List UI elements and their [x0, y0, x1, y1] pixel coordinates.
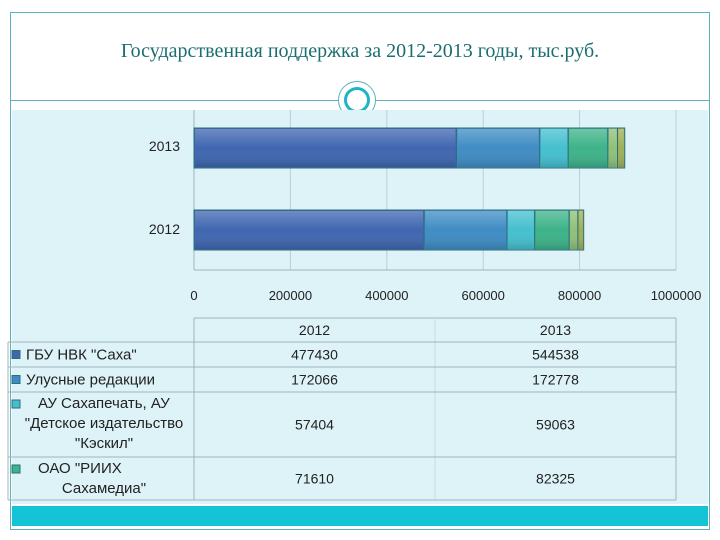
legend-swatch	[11, 399, 21, 409]
table-cell-value: 172066	[291, 372, 338, 388]
bottom-accent-bar	[12, 506, 708, 526]
table-header: 2013	[540, 322, 571, 338]
bar-shade	[535, 211, 569, 249]
bar-shade	[570, 211, 577, 249]
legend-swatch	[11, 464, 21, 474]
x-tick-label: 200000	[269, 288, 312, 303]
bar-shade	[608, 129, 617, 167]
bar-shade	[457, 129, 539, 167]
legend-label-line: АУ Сахапечать, АУ	[38, 395, 170, 412]
bar-shade	[618, 129, 624, 167]
table-header: 2012	[299, 322, 330, 338]
bar-shade	[578, 211, 583, 249]
legend-label-line: "Детское издательство	[25, 415, 183, 432]
table-cell-value: 172778	[532, 372, 579, 388]
bar-shade	[195, 129, 456, 167]
slide-title: Государственная поддержка за 2012-2013 г…	[120, 40, 600, 62]
legend-label: ГБУ НВК "Саха"	[26, 347, 137, 364]
legend-swatch	[11, 350, 21, 359]
table-cell-value: 57404	[295, 417, 334, 433]
bar-shade	[195, 211, 424, 249]
x-tick-label: 600000	[462, 288, 505, 303]
category-label: 2013	[149, 138, 180, 154]
bar-shade	[508, 211, 534, 249]
legend-label: Улусные редакции	[26, 372, 155, 389]
x-tick-label: 0	[190, 288, 197, 303]
table-cell-value: 82325	[536, 471, 575, 487]
legend-label-line: "Кэскил"	[75, 435, 133, 452]
legend-label-line: ОАО "РИИХ	[38, 460, 122, 477]
table-cell-value: 59063	[536, 417, 575, 433]
bar-shade	[569, 129, 607, 167]
legend-swatch	[11, 375, 21, 384]
legend-label-line: Сахамедиа"	[62, 480, 146, 497]
category-label: 2012	[149, 221, 180, 237]
table-cell-value: 71610	[295, 471, 334, 487]
bar-shade	[540, 129, 568, 167]
bar-shade	[425, 211, 507, 249]
table-cell-value: 544538	[532, 347, 579, 363]
x-tick-label: 400000	[365, 288, 408, 303]
x-tick-label: 1000000	[651, 288, 702, 303]
x-tick-label: 800000	[558, 288, 601, 303]
table-cell-value: 477430	[291, 347, 338, 363]
